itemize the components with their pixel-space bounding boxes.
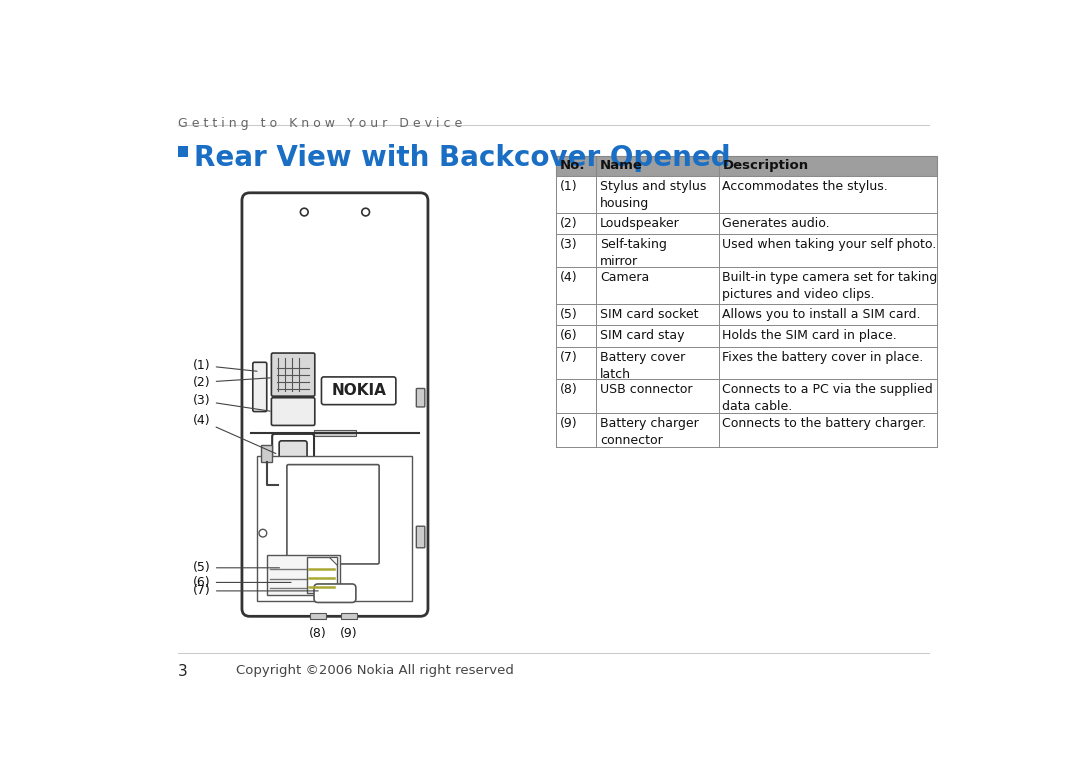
Bar — [556, 176, 937, 213]
Text: Used when taking your self photo.: Used when taking your self photo. — [723, 238, 936, 252]
FancyBboxPatch shape — [416, 527, 424, 548]
Text: (1): (1) — [193, 359, 257, 372]
Text: (9): (9) — [340, 627, 357, 640]
Bar — [267, 555, 340, 594]
FancyBboxPatch shape — [416, 389, 424, 407]
Text: Built-in type camera set for taking
pictures and video clips.: Built-in type camera set for taking pict… — [723, 270, 937, 301]
Text: (6): (6) — [193, 576, 292, 589]
Text: (9): (9) — [559, 417, 578, 430]
Text: SIM card socket: SIM card socket — [600, 308, 699, 320]
Bar — [313, 430, 356, 436]
Text: (3): (3) — [559, 238, 578, 252]
FancyBboxPatch shape — [271, 398, 314, 425]
Text: (3): (3) — [193, 394, 270, 411]
FancyBboxPatch shape — [322, 377, 396, 404]
Text: SIM card stay: SIM card stay — [600, 329, 685, 342]
FancyBboxPatch shape — [242, 193, 428, 616]
Text: (1): (1) — [559, 180, 578, 192]
Circle shape — [362, 208, 369, 216]
Bar — [556, 413, 937, 447]
FancyBboxPatch shape — [271, 353, 314, 397]
Text: (8): (8) — [309, 627, 327, 640]
Bar — [556, 304, 937, 326]
Text: (7): (7) — [193, 584, 319, 597]
Text: (8): (8) — [559, 383, 578, 396]
Bar — [556, 266, 937, 304]
Bar — [556, 156, 937, 176]
Bar — [310, 613, 326, 619]
Circle shape — [259, 529, 267, 537]
Bar — [556, 379, 937, 413]
Text: Stylus and stylus
housing: Stylus and stylus housing — [600, 180, 706, 210]
Text: Rear View with Backcover Opened: Rear View with Backcover Opened — [194, 144, 730, 172]
Text: (5): (5) — [559, 308, 578, 320]
Text: Generates audio.: Generates audio. — [723, 217, 831, 230]
FancyBboxPatch shape — [272, 434, 314, 475]
Bar — [261, 446, 272, 463]
Text: (6): (6) — [559, 329, 578, 342]
Text: Accommodates the stylus.: Accommodates the stylus. — [723, 180, 888, 192]
Bar — [307, 557, 337, 594]
Bar — [257, 456, 413, 601]
Text: Self-taking
mirror: Self-taking mirror — [600, 238, 666, 268]
FancyBboxPatch shape — [177, 146, 189, 157]
Text: Loudspeaker: Loudspeaker — [600, 217, 679, 230]
FancyBboxPatch shape — [314, 584, 356, 602]
Text: (4): (4) — [559, 270, 578, 284]
Text: Camera: Camera — [600, 270, 649, 284]
Text: Description: Description — [723, 160, 809, 172]
Bar — [556, 234, 937, 266]
Circle shape — [300, 208, 308, 216]
Text: Battery charger
connector: Battery charger connector — [600, 417, 699, 447]
Text: NOKIA: NOKIA — [332, 383, 387, 398]
Text: (7): (7) — [559, 351, 578, 364]
Bar — [556, 347, 937, 379]
Text: G e t t i n g   t o   K n o w   Y o u r   D e v i c e: G e t t i n g t o K n o w Y o u r D e v … — [177, 117, 462, 129]
Text: Name: Name — [600, 160, 643, 172]
Text: Fixes the battery cover in place.: Fixes the battery cover in place. — [723, 351, 923, 364]
FancyBboxPatch shape — [287, 464, 379, 564]
Text: Connects to a PC via the supplied
data cable.: Connects to a PC via the supplied data c… — [723, 383, 933, 413]
Text: Connects to the battery charger.: Connects to the battery charger. — [723, 417, 927, 430]
Text: Allows you to install a SIM card.: Allows you to install a SIM card. — [723, 308, 921, 320]
FancyBboxPatch shape — [279, 441, 307, 468]
Bar — [341, 613, 356, 619]
Text: 3: 3 — [177, 664, 187, 679]
Text: (4): (4) — [193, 414, 275, 453]
Bar — [556, 213, 937, 234]
Polygon shape — [328, 557, 337, 565]
Bar — [556, 326, 937, 347]
Text: (2): (2) — [559, 217, 578, 230]
Text: Copyright ©2006 Nokia All right reserved: Copyright ©2006 Nokia All right reserved — [235, 664, 514, 677]
Text: Battery cover
latch: Battery cover latch — [600, 351, 685, 381]
Text: No.: No. — [559, 160, 585, 172]
Text: (5): (5) — [193, 562, 280, 574]
FancyBboxPatch shape — [253, 362, 267, 411]
Text: Holds the SIM card in place.: Holds the SIM card in place. — [723, 329, 897, 342]
Text: (2): (2) — [193, 375, 270, 389]
Text: USB connector: USB connector — [600, 383, 692, 396]
Bar — [556, 156, 937, 176]
